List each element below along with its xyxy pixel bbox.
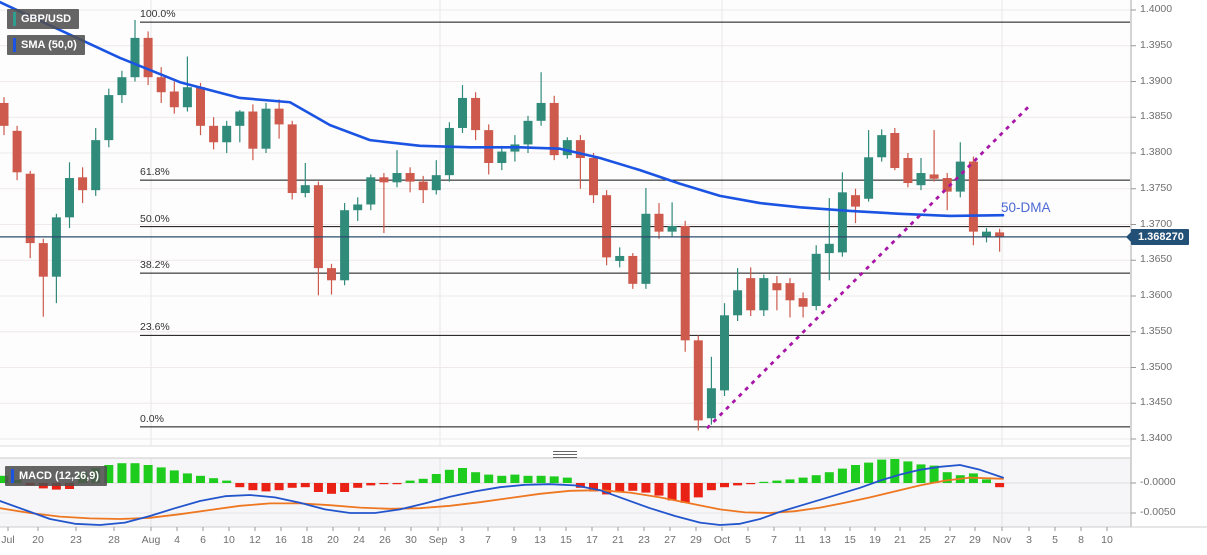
date-tick-label: 21 [612,534,624,546]
sma50-line [0,0,1005,218]
fib-level-label: 0.0% [140,412,164,425]
date-tick-label: 11 [794,534,806,546]
price-tick-label: 1.3550 [1140,324,1173,337]
date-tick-label: 16 [275,534,287,546]
macd-accent-icon [11,469,14,483]
date-tick-label: Jul [1,534,15,546]
date-tick-label: 7 [485,534,491,546]
date-tick-label: 3 [459,534,465,546]
price-tick-label: 1.3400 [1140,432,1173,444]
price-tick-label: 1.3600 [1140,289,1173,301]
price-tick-label: 1.3900 [1140,74,1173,87]
gridlines [0,0,1131,527]
date-tick-label: 20 [327,534,339,546]
date-tick-label: 6 [200,534,206,546]
date-tick-label: 10 [1101,534,1113,546]
date-tick-label: Sep [428,534,448,546]
date-tick-label: 9 [511,534,517,546]
date-tick-label: 29 [690,534,702,546]
date-tick-label: 7 [771,534,777,546]
date-tick-label: 21 [894,534,906,546]
date-tick-label: 3 [1026,534,1032,546]
macd-tick-label: -0.0050 [1140,506,1176,518]
date-tick-label: Aug [141,534,161,546]
date-tick-label: 12 [249,534,261,546]
date-tick-label: 26 [379,534,391,546]
date-tick-label: 8 [1078,534,1084,546]
date-tick-label: Oct [713,534,731,546]
date-tick-label: 25 [919,534,931,546]
price-tick-label: 1.3850 [1140,110,1173,123]
price-tick-label: 1.3450 [1140,396,1173,409]
axes-frame [0,0,1207,531]
price-tick-label: 1.3750 [1140,181,1173,194]
price-tick-label: 1.3700 [1140,217,1173,230]
dma-annotation: 50-DMA [1001,200,1051,215]
date-tick-label: 27 [944,534,956,546]
date-tick-label: 27 [664,534,676,546]
fib-level-label: 61.8% [140,166,170,179]
series-accent-icon [13,12,16,26]
date-tick-label: 17 [586,534,598,546]
macd-label: MACD (12,26,9) [19,470,100,482]
price-tick-label: 1.3500 [1140,360,1173,373]
date-tick-label: Nov [992,534,1012,546]
date-tick-label: 5 [745,534,751,546]
price-tick-label: 1.3800 [1140,146,1173,158]
fib-level-label: 23.6% [140,321,170,334]
symbol-label: GBP/USD [21,13,72,25]
symbol-legend[interactable]: GBP/USD [7,9,80,29]
date-tick-label: 15 [844,534,856,546]
sma-legend[interactable]: SMA (50,0) [7,35,85,55]
date-tick-label: 4 [174,534,180,546]
date-tick-label: 10 [223,534,235,546]
date-tick-label: 13 [534,534,546,546]
date-tick-label: 18 [301,534,313,546]
date-tick-label: 15 [560,534,572,546]
date-tick-label: 30 [405,534,417,546]
price-tick-label: 1.3650 [1140,253,1173,266]
date-tick-label: 24 [353,534,365,546]
trendline-dashed [706,106,1029,430]
sma-accent-icon [13,38,16,52]
macd-legend[interactable]: MACD (12,26,9) [5,466,108,486]
date-tick-label: 20 [32,534,44,546]
date-tick-label: 19 [869,534,881,546]
date-tick-label: 23 [70,534,82,546]
fib-level-label: 50.0% [140,212,170,225]
fib-level-label: 38.2% [140,259,170,272]
fib-level-label: 100.0% [140,8,176,21]
sma-label: SMA (50,0) [21,39,77,51]
date-tick-label: 5 [1052,534,1058,546]
date-tick-label: 28 [108,534,120,546]
macd-panel [0,459,1005,526]
pane-resize-handle[interactable] [553,449,577,458]
price-tick-label: 1.4000 [1140,3,1173,15]
candlesticks [0,20,1005,431]
date-tick-label: 23 [638,534,650,546]
date-tick-label: 13 [819,534,831,546]
price-tick-label: 1.3950 [1140,38,1173,51]
current-price-badge: 1.368270 [1126,229,1189,245]
macd-tick-label: -0.0000 [1140,476,1176,488]
date-tick-label: 29 [969,534,981,546]
